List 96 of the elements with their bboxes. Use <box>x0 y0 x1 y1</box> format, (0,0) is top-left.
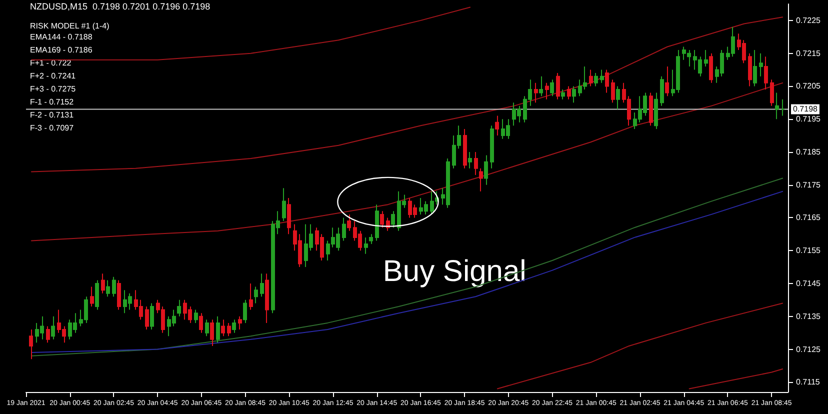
ref-line-label: 0.7198 <box>793 104 818 114</box>
candlestick <box>221 319 225 337</box>
y-tick-label: 0.7125 <box>796 344 822 354</box>
candlestick <box>254 286 258 304</box>
candlestick <box>342 217 346 242</box>
annotation: F+3 - 0.7275 <box>30 84 76 94</box>
candlestick <box>545 82 549 100</box>
candlestick <box>748 52 752 87</box>
candlestick <box>589 69 593 87</box>
candlestick <box>210 319 214 346</box>
candlestick <box>380 210 384 228</box>
candlestick <box>112 276 116 298</box>
candlestick <box>704 50 708 67</box>
candlestick <box>106 280 110 298</box>
y-tick-label: 0.7175 <box>796 180 822 190</box>
candlestick <box>463 128 467 169</box>
candlestick <box>260 273 264 298</box>
candlestick <box>616 86 620 110</box>
candlestick <box>495 115 499 136</box>
candlestick <box>243 299 247 324</box>
candlestick <box>282 188 286 222</box>
y-tick-label: 0.7155 <box>796 246 822 256</box>
candlestick <box>232 319 236 334</box>
y-tick-label: 0.7205 <box>796 82 822 91</box>
chart-title: NZDUSD,M15 0.7198 0.7201 0.7196 0.7198 <box>30 2 210 12</box>
candlestick <box>95 280 99 310</box>
candlestick <box>364 236 368 254</box>
candlestick <box>375 204 379 242</box>
candlestick <box>775 92 779 120</box>
candlestick <box>753 50 757 87</box>
y-tick-label: 0.7135 <box>796 312 822 321</box>
candlestick <box>205 319 209 337</box>
annotation: F+2 - 0.7241 <box>30 72 76 80</box>
y-tick-label: 0.7165 <box>796 213 822 222</box>
candlestick <box>227 322 231 337</box>
candlestick <box>194 309 198 324</box>
candlestick <box>561 88 565 100</box>
candlestick <box>572 86 576 104</box>
candlestick <box>391 210 395 228</box>
y-tick-label: 0.7215 <box>796 48 822 58</box>
candlestick <box>216 316 220 344</box>
candlestick <box>199 312 203 334</box>
candlestick <box>665 66 669 97</box>
y-tick-label: 0.7225 <box>796 16 822 25</box>
line-series <box>496 302 784 390</box>
candlestick <box>287 198 291 235</box>
candlestick <box>101 273 105 294</box>
candlestick <box>649 92 653 126</box>
annotation: F-1 - 0.7152 <box>30 98 74 106</box>
y-tick-label: 0.7185 <box>796 147 822 156</box>
candlestick <box>150 302 154 330</box>
candlestick <box>709 52 713 84</box>
candlestick <box>654 92 658 130</box>
candlestick <box>51 316 55 340</box>
candlestick <box>90 286 94 308</box>
candlestick <box>770 79 774 106</box>
candlestick <box>764 56 768 90</box>
annotation: EMA169 - 0.7186 <box>30 46 93 54</box>
annotation: F-3 - 0.7097 <box>30 124 74 132</box>
candlestick <box>550 79 554 97</box>
candlestick <box>594 72 598 87</box>
y-tick-label: 0.7195 <box>796 114 822 124</box>
candlestick <box>660 76 664 106</box>
annotation: F-2 - 0.7131 <box>30 110 74 120</box>
annotation: EMA144 - 0.7188 <box>30 32 93 42</box>
line-series <box>30 16 784 172</box>
candlestick <box>347 214 351 232</box>
candlestick <box>534 82 538 104</box>
candlestick <box>145 306 149 330</box>
candlestick <box>490 125 494 169</box>
candlestick <box>605 69 609 94</box>
annotation: F+1 - 0.722 <box>30 58 72 68</box>
y-tick-label: 0.7115 <box>796 378 820 387</box>
candlestick <box>468 151 472 169</box>
candlestick <box>556 72 560 100</box>
candlestick <box>369 234 373 245</box>
candlestick <box>177 299 181 317</box>
line-series <box>30 82 784 242</box>
candlestick <box>759 52 763 77</box>
candlestick <box>600 69 604 84</box>
candlestick <box>484 154 488 186</box>
text: RISK MODEL #1 (1-4) <box>30 22 110 30</box>
candlestick <box>29 329 33 360</box>
annotation: Buy Signal <box>382 255 526 288</box>
candlestick <box>479 168 483 192</box>
candlestick <box>238 316 242 330</box>
candlestick <box>611 79 615 104</box>
y-tick-label: 0.7145 <box>796 278 822 288</box>
candlestick <box>474 151 478 176</box>
candlestick <box>46 326 50 344</box>
candlestick <box>567 86 571 100</box>
candlestick <box>539 76 543 97</box>
candlestick <box>249 282 253 310</box>
candlestick <box>117 280 121 310</box>
candlestick <box>265 273 269 324</box>
candlestick <box>781 98 785 116</box>
